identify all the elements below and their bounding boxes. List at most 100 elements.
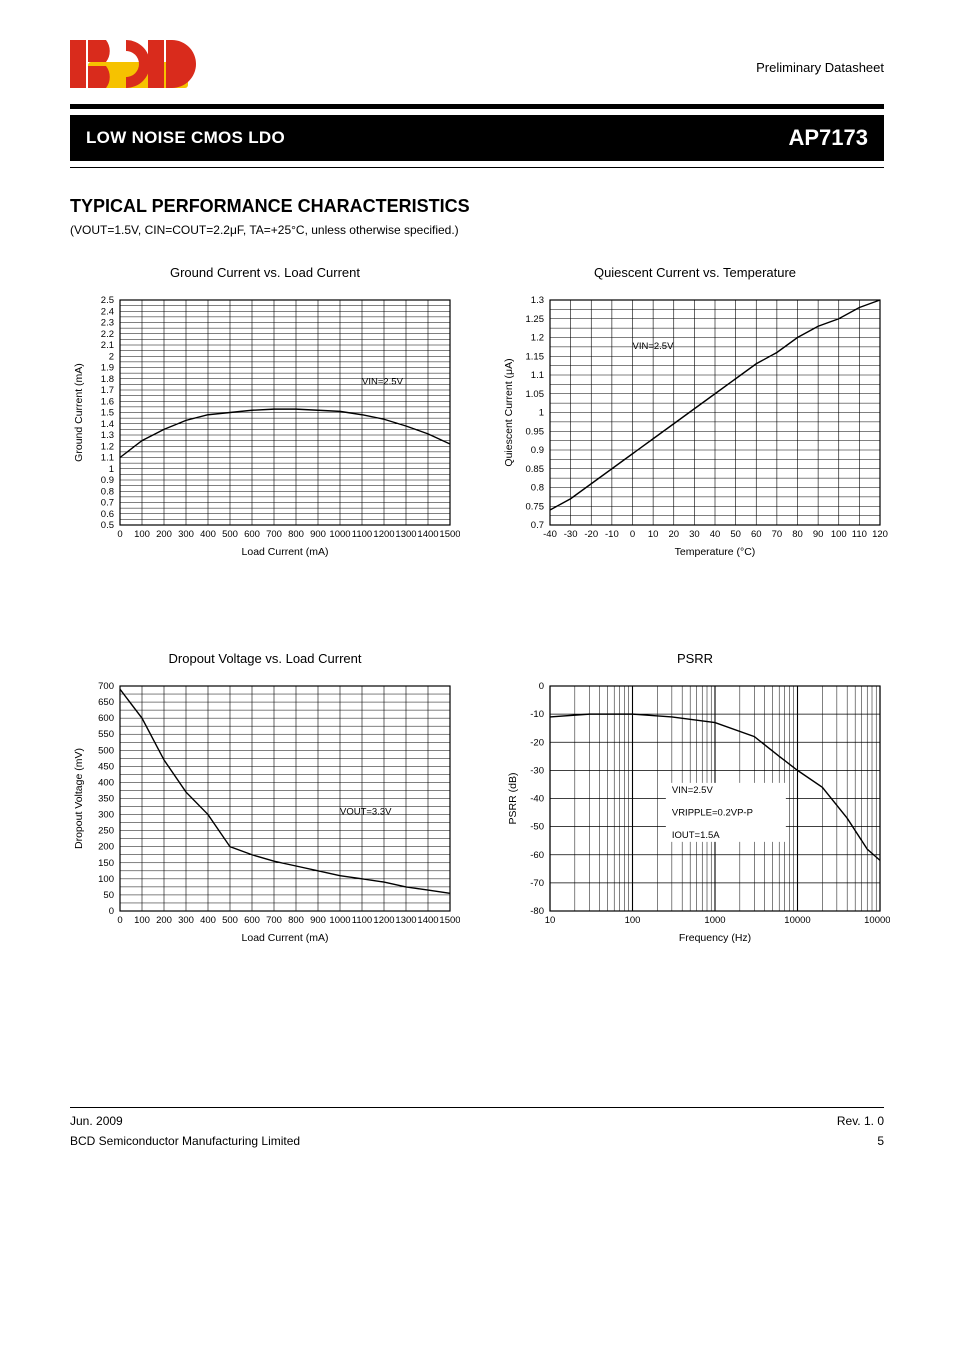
- svg-text:0.95: 0.95: [526, 426, 545, 437]
- svg-text:VOUT=3.3V: VOUT=3.3V: [340, 807, 392, 818]
- logo-bcd: [70, 40, 200, 96]
- svg-text:VIN=2.5V: VIN=2.5V: [633, 341, 675, 352]
- svg-text:1.2: 1.2: [531, 333, 544, 344]
- svg-text:2.3: 2.3: [101, 318, 114, 329]
- svg-text:100: 100: [831, 529, 847, 540]
- svg-text:100: 100: [98, 874, 114, 885]
- chart-psrr: -80-70-60-50-40-30-20-100101001000100001…: [500, 680, 890, 947]
- svg-text:Load Current (mA): Load Current (mA): [242, 546, 329, 558]
- rule-top: [70, 104, 884, 109]
- svg-text:80: 80: [792, 529, 803, 540]
- svg-text:0: 0: [109, 906, 114, 917]
- footer-page: 5: [877, 1134, 884, 1148]
- svg-text:2.2: 2.2: [101, 329, 114, 340]
- svg-text:2.5: 2.5: [101, 295, 114, 306]
- svg-text:110: 110: [852, 529, 867, 540]
- chart-gnd_vs_iload: 0100200300400500600700800900100011001200…: [70, 294, 460, 561]
- svg-text:600: 600: [244, 529, 260, 540]
- chart-block-dropout_vs_iload: Dropout Voltage vs. Load Current01002003…: [70, 651, 460, 947]
- title-bar: LOW NOISE CMOS LDO AP7173: [70, 115, 884, 161]
- header-row: Preliminary Datasheet: [70, 40, 884, 96]
- svg-text:1000: 1000: [329, 915, 350, 926]
- svg-text:0: 0: [117, 915, 122, 926]
- svg-text:1.5: 1.5: [101, 408, 114, 419]
- svg-text:0.5: 0.5: [101, 520, 114, 531]
- svg-text:2: 2: [109, 351, 114, 362]
- svg-text:800: 800: [288, 915, 304, 926]
- section-conditions: (VOUT=1.5V, CIN=COUT=2.2μF, TA=+25°C, un…: [70, 223, 884, 237]
- svg-text:-60: -60: [530, 850, 544, 861]
- svg-text:1.15: 1.15: [526, 351, 545, 362]
- svg-text:1.2: 1.2: [101, 441, 114, 452]
- svg-text:2.1: 2.1: [101, 340, 114, 351]
- footer: Jun. 2009 Rev. 1. 0: [70, 1114, 884, 1128]
- chart-title: Ground Current vs. Load Current: [170, 265, 360, 280]
- svg-text:200: 200: [156, 529, 172, 540]
- svg-text:0: 0: [539, 681, 544, 692]
- svg-text:0.6: 0.6: [101, 509, 114, 520]
- svg-text:300: 300: [98, 810, 114, 821]
- svg-text:1.25: 1.25: [526, 314, 545, 325]
- svg-text:900: 900: [310, 915, 326, 926]
- header-right: Preliminary Datasheet: [220, 59, 884, 77]
- svg-text:1100: 1100: [352, 529, 372, 540]
- svg-text:1.7: 1.7: [101, 385, 114, 396]
- svg-text:1.9: 1.9: [101, 363, 114, 374]
- svg-text:350: 350: [98, 794, 114, 805]
- svg-text:500: 500: [98, 745, 114, 756]
- svg-text:70: 70: [772, 529, 783, 540]
- chart-title: Quiescent Current vs. Temperature: [594, 265, 796, 280]
- svg-text:1.3: 1.3: [531, 295, 544, 306]
- svg-text:1200: 1200: [373, 915, 394, 926]
- svg-text:20: 20: [668, 529, 679, 540]
- svg-text:300: 300: [178, 529, 194, 540]
- svg-text:50: 50: [103, 890, 114, 901]
- svg-text:700: 700: [266, 529, 282, 540]
- svg-text:1: 1: [539, 408, 544, 419]
- footer-rev: Rev. 1. 0: [837, 1114, 884, 1128]
- svg-text:Quiescent Current (μA): Quiescent Current (μA): [503, 358, 515, 466]
- part-number: AP7173: [788, 125, 868, 151]
- svg-text:Ground Current (mA): Ground Current (mA): [73, 363, 85, 462]
- svg-text:1: 1: [109, 464, 114, 475]
- svg-text:Load Current (mA): Load Current (mA): [242, 932, 329, 944]
- svg-text:-30: -30: [530, 765, 544, 776]
- svg-text:0.75: 0.75: [526, 501, 545, 512]
- svg-text:Dropout Voltage (mV): Dropout Voltage (mV): [73, 748, 85, 849]
- svg-text:1500: 1500: [439, 915, 460, 926]
- svg-text:-10: -10: [605, 529, 619, 540]
- svg-text:650: 650: [98, 697, 114, 708]
- svg-text:90: 90: [813, 529, 824, 540]
- svg-text:400: 400: [200, 915, 216, 926]
- svg-text:1.05: 1.05: [526, 389, 545, 400]
- footer-date: Jun. 2009: [70, 1114, 123, 1128]
- section-title: TYPICAL PERFORMANCE CHARACTERISTICS: [70, 196, 884, 217]
- chart-block-gnd_vs_iload: Ground Current vs. Load Current010020030…: [70, 265, 460, 561]
- svg-text:1.4: 1.4: [101, 419, 114, 430]
- product-line: LOW NOISE CMOS LDO: [86, 128, 285, 148]
- svg-text:100: 100: [134, 915, 150, 926]
- svg-text:0.9: 0.9: [531, 445, 544, 456]
- svg-text:1.3: 1.3: [101, 430, 114, 441]
- svg-text:600: 600: [244, 915, 260, 926]
- svg-text:1200: 1200: [373, 529, 394, 540]
- svg-text:-40: -40: [530, 794, 544, 805]
- svg-text:100: 100: [625, 915, 641, 926]
- svg-text:0: 0: [630, 529, 635, 540]
- svg-text:-30: -30: [564, 529, 578, 540]
- svg-text:Frequency (Hz): Frequency (Hz): [679, 932, 751, 944]
- svg-text:1100: 1100: [352, 915, 372, 926]
- svg-text:60: 60: [751, 529, 762, 540]
- svg-text:0.85: 0.85: [526, 464, 545, 475]
- svg-text:500: 500: [222, 915, 238, 926]
- svg-text:-80: -80: [530, 906, 544, 917]
- svg-text:10: 10: [648, 529, 659, 540]
- svg-text:100: 100: [134, 529, 150, 540]
- svg-text:400: 400: [98, 777, 114, 788]
- svg-text:-20: -20: [584, 529, 598, 540]
- svg-text:1400: 1400: [417, 915, 438, 926]
- svg-text:0.9: 0.9: [101, 475, 114, 486]
- chart-dropout_vs_iload: 0100200300400500600700800900100011001200…: [70, 680, 460, 947]
- svg-text:400: 400: [200, 529, 216, 540]
- chart-title: Dropout Voltage vs. Load Current: [169, 651, 362, 666]
